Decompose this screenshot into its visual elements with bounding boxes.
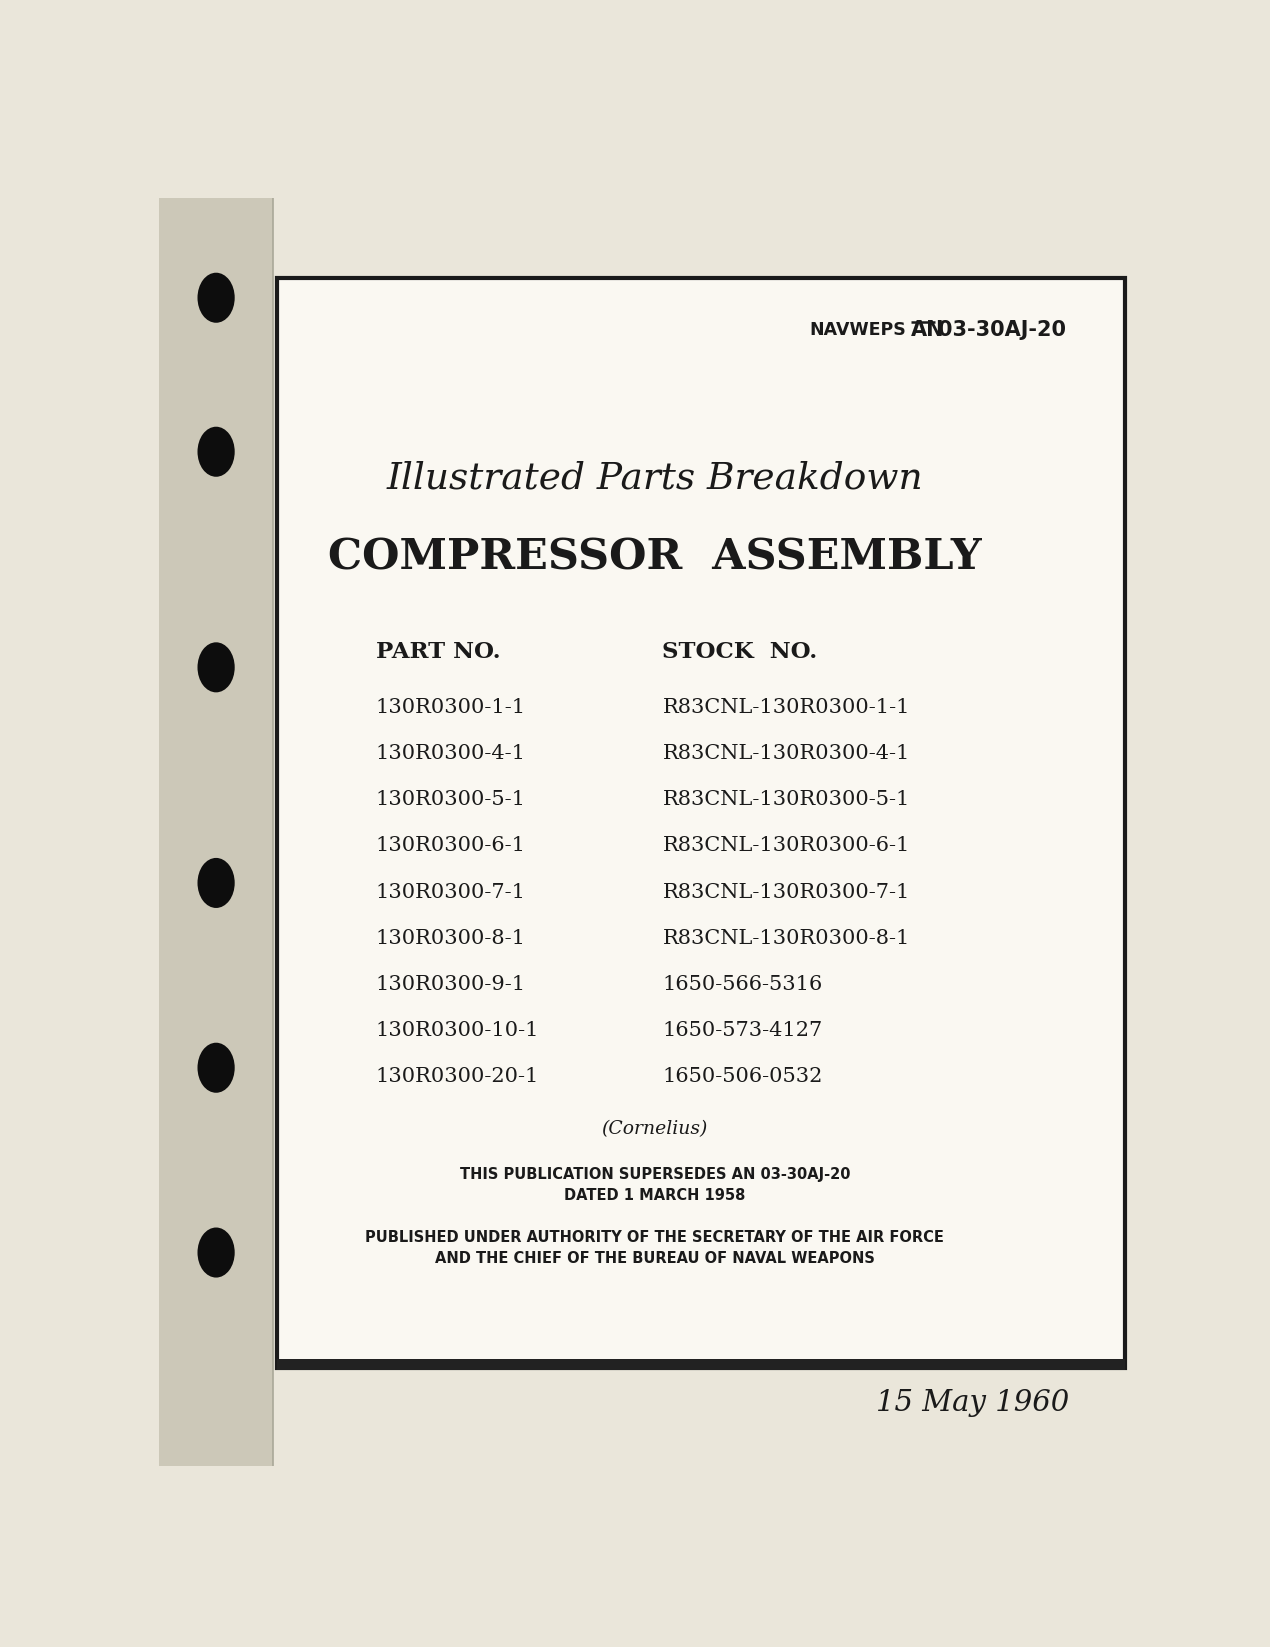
Text: DATED 1 MARCH 1958: DATED 1 MARCH 1958 (564, 1187, 745, 1202)
Text: 130R0300-4-1: 130R0300-4-1 (376, 744, 526, 763)
Text: 130R0300-7-1: 130R0300-7-1 (376, 883, 526, 901)
Text: NAVWEPS: NAVWEPS (810, 321, 907, 339)
Text: R83CNL-130R0300-5-1: R83CNL-130R0300-5-1 (663, 791, 909, 809)
Text: R83CNL-130R0300-1-1: R83CNL-130R0300-1-1 (663, 698, 911, 716)
Ellipse shape (198, 1227, 235, 1278)
Bar (277, 1359, 1125, 1370)
Text: (Cornelius): (Cornelius) (602, 1120, 707, 1138)
Text: 130R0300-5-1: 130R0300-5-1 (376, 791, 526, 809)
Text: 130R0300-10-1: 130R0300-10-1 (376, 1021, 540, 1041)
Ellipse shape (198, 642, 235, 692)
Bar (277, 278, 1125, 1369)
Text: 130R0300-1-1: 130R0300-1-1 (376, 698, 526, 716)
Text: 1650-566-5316: 1650-566-5316 (663, 975, 823, 995)
Text: 130R0300-20-1: 130R0300-20-1 (376, 1067, 540, 1087)
Bar (159, 198, 273, 1466)
Text: 130R0300-6-1: 130R0300-6-1 (376, 837, 526, 855)
Text: R83CNL-130R0300-7-1: R83CNL-130R0300-7-1 (663, 883, 909, 901)
Ellipse shape (198, 273, 235, 323)
Text: R83CNL-130R0300-8-1: R83CNL-130R0300-8-1 (663, 929, 909, 949)
Text: THIS PUBLICATION SUPERSEDES AN 03-30AJ-20: THIS PUBLICATION SUPERSEDES AN 03-30AJ-2… (460, 1166, 850, 1181)
Text: PUBLISHED UNDER AUTHORITY OF THE SECRETARY OF THE AIR FORCE: PUBLISHED UNDER AUTHORITY OF THE SECRETA… (366, 1230, 944, 1245)
Bar (277, 278, 1125, 1369)
Text: COMPRESSOR  ASSEMBLY: COMPRESSOR ASSEMBLY (328, 537, 982, 580)
Text: 1650-506-0532: 1650-506-0532 (663, 1067, 823, 1087)
Text: 130R0300-8-1: 130R0300-8-1 (376, 929, 526, 949)
Text: 15 May 1960: 15 May 1960 (876, 1388, 1069, 1416)
Text: R83CNL-130R0300-4-1: R83CNL-130R0300-4-1 (663, 744, 909, 763)
Text: AND THE CHIEF OF THE BUREAU OF NAVAL WEAPONS: AND THE CHIEF OF THE BUREAU OF NAVAL WEA… (434, 1252, 875, 1267)
Text: 130R0300-9-1: 130R0300-9-1 (376, 975, 526, 995)
Ellipse shape (198, 1043, 235, 1092)
Ellipse shape (198, 427, 235, 476)
Text: PART NO.: PART NO. (376, 641, 500, 664)
Ellipse shape (198, 858, 235, 907)
Text: R83CNL-130R0300-6-1: R83CNL-130R0300-6-1 (663, 837, 909, 855)
Text: AN: AN (911, 320, 944, 339)
Text: STOCK  NO.: STOCK NO. (663, 641, 818, 664)
Text: 1650-573-4127: 1650-573-4127 (663, 1021, 823, 1041)
Text: Illustrated Parts Breakdown: Illustrated Parts Breakdown (386, 461, 923, 497)
Text: 03-30AJ-20: 03-30AJ-20 (937, 320, 1066, 339)
